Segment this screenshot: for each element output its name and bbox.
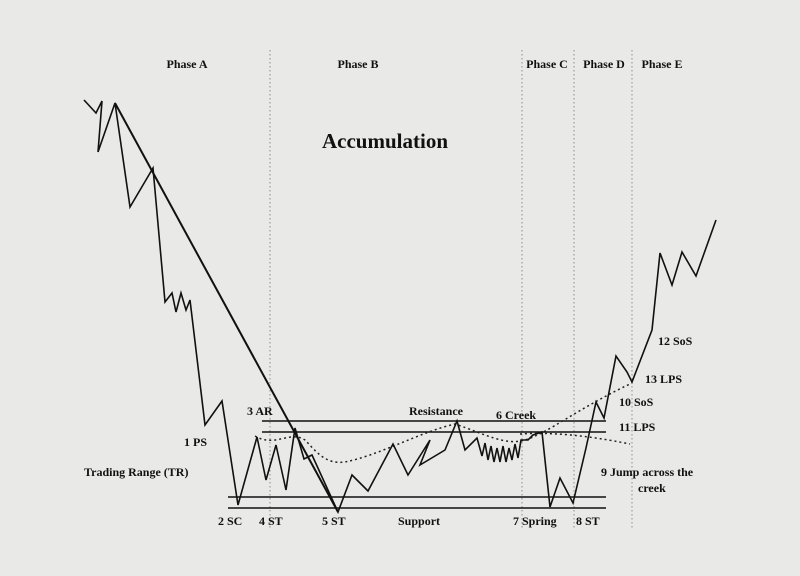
label-sign-of-strength-12: 12 SoS — [658, 334, 693, 348]
label-secondary-test-5: 5 ST — [322, 514, 346, 528]
label-resistance: Resistance — [409, 404, 464, 418]
label-last-point-support-13: 13 LPS — [645, 372, 682, 386]
phase-label-e: Phase E — [641, 57, 682, 71]
phase-label-b: Phase B — [337, 57, 378, 71]
label-jump-across-line2: creek — [638, 481, 666, 495]
phase-label-a: Phase A — [166, 57, 207, 71]
label-trading-range: Trading Range (TR) — [84, 465, 188, 479]
label-last-point-support-11: 11 LPS — [619, 420, 656, 434]
label-selling-climax: 2 SC — [218, 514, 242, 528]
phase-label-c: Phase C — [526, 57, 568, 71]
label-jump-across-line1: 9 Jump across the — [601, 465, 694, 479]
phase-label-d: Phase D — [583, 57, 625, 71]
label-secondary-test-8: 8 ST — [576, 514, 600, 528]
label-sign-of-strength-10: 10 SoS — [619, 395, 654, 409]
creek-curve — [254, 382, 633, 464]
label-support: Support — [398, 514, 440, 528]
label-preliminary-support: 1 PS — [184, 435, 207, 449]
label-spring: 7 Spring — [513, 514, 557, 528]
downtrend-line — [114, 102, 339, 513]
creek-extension-curve — [519, 432, 631, 445]
label-automatic-rally: 3 AR — [247, 404, 273, 418]
label-secondary-test-4: 4 ST — [259, 514, 283, 528]
diagram-title: Accumulation — [322, 129, 448, 153]
price-path — [83, 99, 717, 515]
label-creek: 6 Creek — [496, 408, 536, 422]
